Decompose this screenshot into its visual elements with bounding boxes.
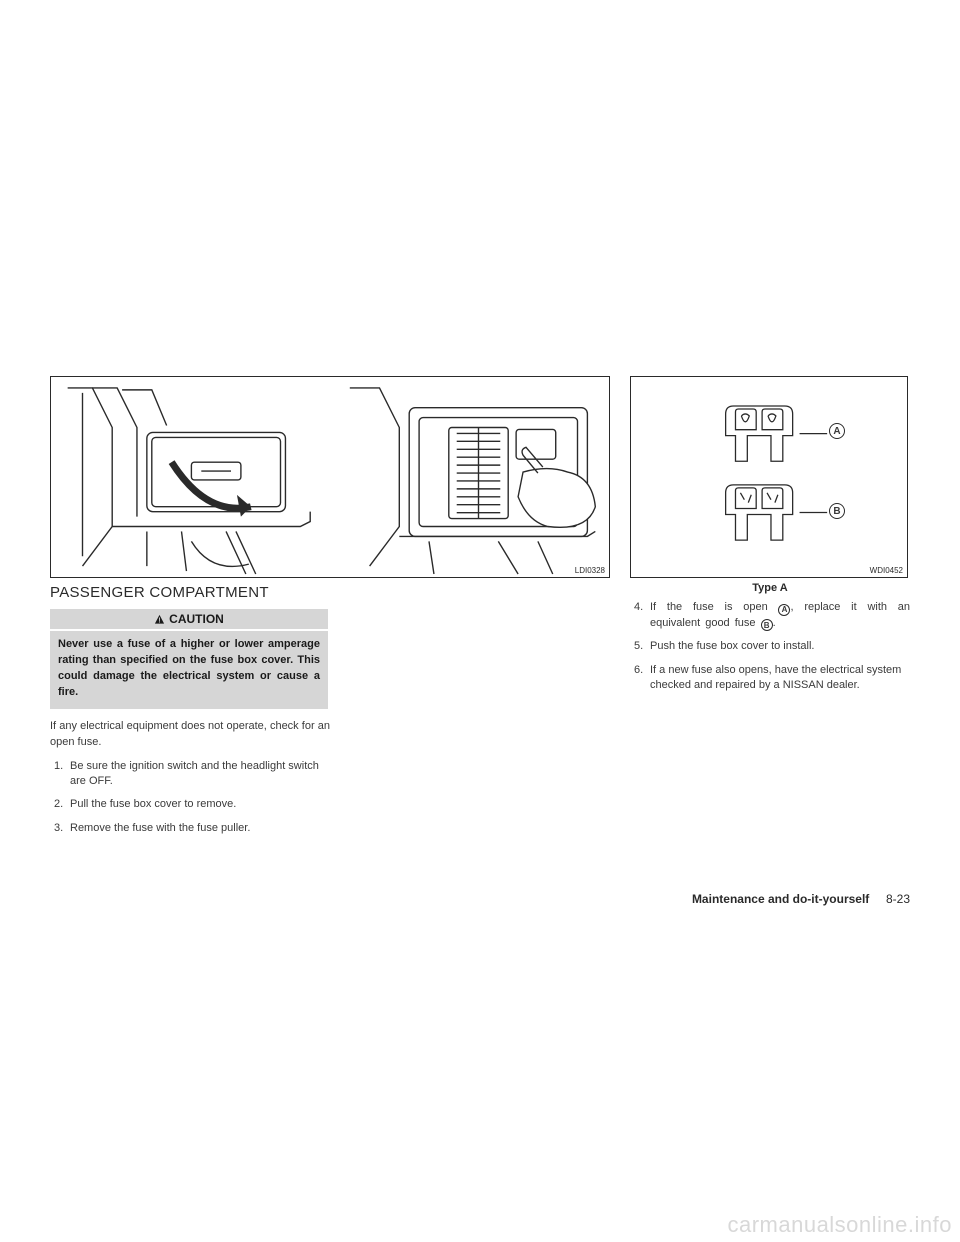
section-heading: PASSENGER COMPARTMENT [50, 584, 330, 601]
left-steps-list: 1.Be sure the ignition switch and the he… [50, 759, 330, 837]
label-b-icon: B [829, 503, 845, 519]
step-3: 3.Remove the fuse with the fuse puller. [50, 821, 330, 836]
figure-caption: Type A [630, 582, 910, 594]
caution-header: ! CAUTION [50, 609, 328, 629]
manual-page: LDI0328 PASSENGER COMPARTMENT ! CAUTION … [50, 376, 910, 906]
figure-id: LDI0328 [575, 566, 605, 575]
warning-icon: ! [154, 614, 165, 625]
step-2: 2.Pull the fuse box cover to remove. [50, 797, 330, 812]
figure-passenger-compartment: LDI0328 [50, 376, 610, 578]
caution-body: Never use a fuse of a higher or lower am… [50, 631, 328, 709]
figure-id: WDI0452 [870, 566, 903, 575]
step-1: 1.Be sure the ignition switch and the he… [50, 759, 330, 790]
fuse-illustration [632, 378, 906, 576]
figure-fuse-types: A B WDI0452 [630, 376, 908, 578]
label-a-icon: A [829, 423, 845, 439]
svg-text:!: ! [159, 617, 161, 624]
footer-page: 8-23 [886, 892, 910, 906]
footer-section: Maintenance and do-it-yourself [692, 892, 869, 906]
step-5: 5.Push the fuse box cover to install. [630, 639, 910, 654]
right-column: A B WDI0452 Type A 4. If the fuse is ope… [630, 376, 910, 701]
step-4: 4. If the fuse is open A, replace it wit… [630, 600, 910, 631]
intro-paragraph: If any electrical equipment does not ope… [50, 719, 330, 751]
right-steps-list: 4. If the fuse is open A, replace it wit… [630, 600, 910, 693]
fuse-box-illustration [52, 378, 608, 576]
caution-title: CAUTION [169, 612, 224, 626]
page-footer: Maintenance and do-it-yourself 8-23 [692, 892, 910, 906]
left-column: LDI0328 PASSENGER COMPARTMENT ! CAUTION … [50, 376, 330, 844]
circle-b-icon: B [761, 619, 773, 631]
circle-a-icon: A [778, 604, 790, 616]
caution-box: ! CAUTION Never use a fuse of a higher o… [50, 609, 328, 709]
watermark: carmanualsonline.info [727, 1212, 952, 1238]
step-6: 6.If a new fuse also opens, have the ele… [630, 663, 910, 694]
